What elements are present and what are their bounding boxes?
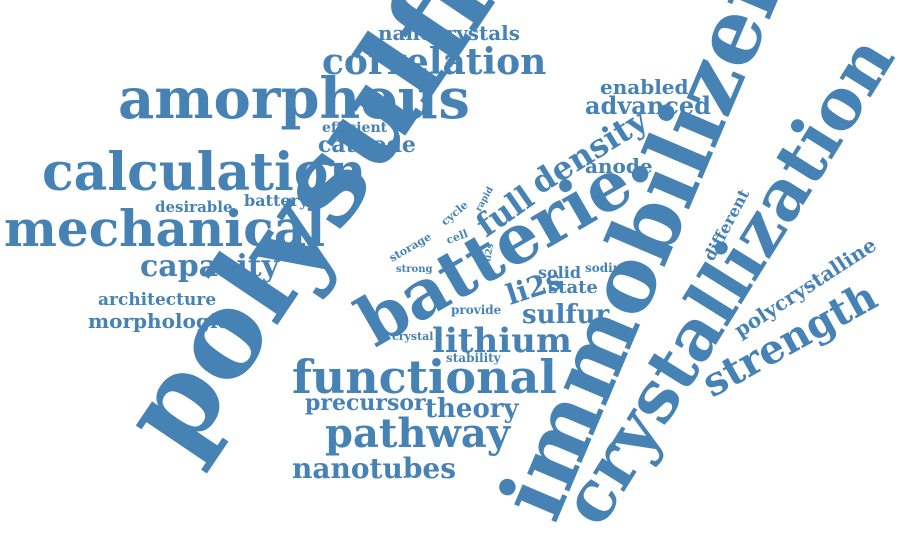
word-correlation: correlation: [322, 41, 546, 83]
word-stability: stability: [446, 351, 502, 365]
word-cathode: cathode: [318, 132, 416, 158]
word-calculation: calculation: [42, 142, 366, 203]
word-lithium: lithium: [432, 321, 572, 361]
word-theory: theory: [425, 394, 519, 424]
word-strong: strong: [396, 264, 432, 275]
word-crystal: crystal: [392, 330, 433, 343]
word-precursor: precursor: [305, 390, 426, 416]
word-desirable: desirable: [155, 198, 233, 216]
word-battery: battery: [244, 191, 309, 210]
word-anode: anode: [585, 154, 653, 178]
word-li2s-small: li2s: [483, 243, 496, 263]
word-capacity: capacity: [140, 249, 281, 284]
word-provide: provide: [451, 303, 502, 317]
word-nanocrystals: nanocrystals: [378, 21, 520, 45]
word-solid: solid: [538, 263, 581, 282]
word-pathway: pathway: [325, 410, 512, 457]
word-architecture: architecture: [98, 290, 216, 310]
word-enabled: enabled: [600, 75, 689, 99]
word-morphologies: morphologies: [88, 309, 241, 333]
word-efficient: efficient: [322, 120, 388, 136]
word-sodium: sodium: [585, 261, 634, 275]
word-amorphous: amorphous: [118, 66, 470, 132]
word-nanotubes: nanotubes: [292, 452, 456, 485]
word-functional: functional: [292, 350, 557, 404]
word-advanced: advanced: [585, 91, 711, 120]
word-mechanical: mechanical: [4, 199, 325, 258]
word-sulfur: sulfur: [522, 300, 610, 330]
word-state: state: [548, 277, 598, 298]
